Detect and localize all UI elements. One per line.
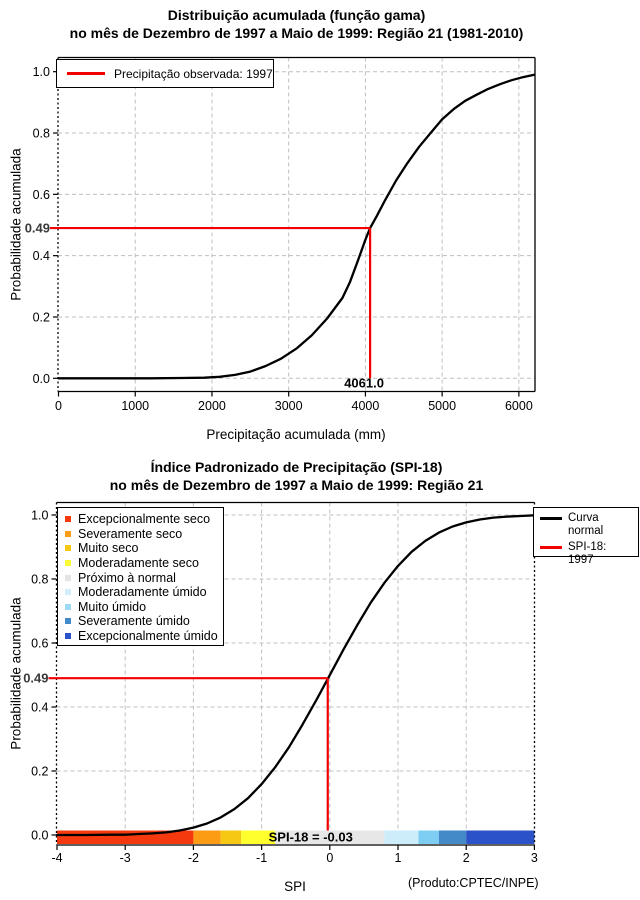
- category-swatch: [65, 618, 71, 625]
- spi-y-axis-label: Probabilidade acumulada: [8, 597, 24, 750]
- category-legend-item: Excepcionalmente úmido: [65, 629, 223, 644]
- category-label: Próximo à normal: [78, 570, 176, 585]
- spi-x-axis-label: SPI: [284, 879, 306, 894]
- probability-annotation: 0.49: [23, 671, 48, 686]
- spi-band-segment: [241, 830, 276, 844]
- gamma-legend: Precipitação observada: 1997: [56, 59, 274, 88]
- x-tick-label: 5000: [428, 399, 456, 413]
- category-label: Excepcionalmente úmido: [78, 629, 218, 644]
- y-tick-label: 0.6: [33, 188, 50, 202]
- category-legend-item: Muito seco: [65, 541, 223, 556]
- category-legend-item: Severamente seco: [65, 527, 223, 542]
- category-label: Moderadamente úmido: [78, 585, 207, 600]
- y-tick-label: 0.0: [33, 372, 50, 386]
- y-tick-label: 0.4: [33, 249, 50, 263]
- gamma-cdf-curve: [57, 73, 536, 380]
- y-tick-label: 0.2: [33, 310, 50, 324]
- observed-line-swatch: [67, 72, 105, 75]
- category-label: Excepcionalmente seco: [78, 512, 211, 527]
- y-tick-label: 0.4: [31, 701, 48, 715]
- x-tick-label: 4000: [352, 399, 380, 413]
- spi-chart-title-line1: Índice Padronizado de Precipitação (SPI-…: [150, 459, 443, 475]
- spi-band-segment: [220, 830, 242, 844]
- value-annotation: 4061.0: [344, 376, 384, 391]
- gamma-chart-title: Distribuição acumulada (função gama) no …: [0, 6, 593, 42]
- category-swatch: [65, 633, 71, 640]
- category-swatch: [65, 574, 71, 581]
- gamma-chart: 0 1000 2000 3000 4000 5000 6000 0.0 0.2 0.4 0.6 0.8…: [25, 56, 536, 413]
- x-tick-label: -4: [51, 851, 62, 865]
- category-label: Severamente seco: [78, 526, 183, 541]
- y-tick-label: 1.0: [31, 509, 48, 523]
- spi-band-segment: [275, 830, 385, 844]
- category-legend-item: Muito úmido: [65, 600, 223, 615]
- category-legend-item: Severamente úmido: [65, 614, 223, 629]
- x-tick-label: 0: [55, 399, 62, 413]
- line-label: Curva normal: [568, 512, 604, 537]
- category-swatch: [65, 545, 71, 552]
- gamma-y-axis-label: Probabilidade acumulada: [8, 148, 24, 301]
- value-annotation: SPI-18 = -0.03: [269, 830, 353, 845]
- category-legend-item: Próximo à normal: [65, 570, 223, 585]
- probability-annotation: 0.49: [25, 221, 50, 236]
- x-tick-label: 1: [395, 851, 402, 865]
- category-label: Severamente úmido: [78, 614, 190, 629]
- spi-chart-title: Índice Padronizado de Precipitação (SPI-…: [0, 458, 593, 494]
- gamma-x-axis-label: Precipitação acumulada (mm): [206, 427, 386, 442]
- y-tick-label: 0.2: [31, 765, 48, 779]
- x-tick-label: -1: [256, 851, 267, 865]
- x-tick-label: 3000: [275, 399, 303, 413]
- line-legend-item: Curva normal: [540, 512, 638, 538]
- line-label: SPI-18: 1997: [568, 541, 607, 566]
- line-swatch: [540, 546, 562, 549]
- spi-band-segment: [438, 830, 467, 844]
- x-tick-label: 3: [531, 851, 538, 865]
- spi-band-segment: [418, 830, 439, 844]
- category-legend-item: Moderadamente úmido: [65, 585, 223, 600]
- observed-line-label: Precipitação observada: 1997: [114, 66, 273, 81]
- spi-band-segment: [466, 830, 535, 844]
- spi-chart-title-line2: no mês de Dezembro de 1997 a Maio de 199…: [109, 477, 484, 493]
- spi-line-legend: Curva normal SPI-18: 1997: [533, 507, 639, 566]
- line-swatch: [540, 517, 562, 520]
- category-swatch: [65, 530, 71, 537]
- spi-category-legend: Excepcionalmente seco Severamente seco Mui…: [57, 507, 224, 646]
- line-legend-item: SPI-18: 1997: [540, 541, 638, 567]
- category-label: Muito úmido: [78, 599, 147, 614]
- category-legend-item: Moderadamente seco: [65, 556, 223, 571]
- category-swatch: [65, 516, 71, 523]
- normal-cdf-curve: [55, 514, 536, 837]
- category-swatch: [65, 589, 71, 596]
- spi-band-segment: [384, 830, 419, 844]
- category-legend-item: Excepcionalmente seco: [65, 512, 223, 527]
- category-label: Muito seco: [78, 541, 139, 556]
- x-tick-label: 6000: [505, 399, 533, 413]
- y-tick-label: 0.0: [31, 829, 48, 843]
- y-tick-label: 1.0: [33, 65, 50, 79]
- x-tick-label: 0: [326, 851, 333, 865]
- gamma-chart-title-line2: no mês de Dezembro de 1997 a Maio de 199…: [69, 25, 524, 41]
- spi-band-segment: [193, 830, 221, 844]
- x-tick-label: 2000: [198, 399, 226, 413]
- category-swatch: [65, 560, 71, 567]
- y-tick-label: 0.8: [31, 573, 48, 587]
- x-tick-label: 1000: [121, 399, 149, 413]
- x-tick-label: -2: [188, 851, 199, 865]
- category-swatch: [65, 603, 71, 610]
- x-tick-label: 2: [463, 851, 470, 865]
- credit-text: (Produto:CPTEC/INPE): [408, 876, 539, 890]
- y-tick-label: 0.6: [31, 637, 48, 651]
- gamma-chart-title-line1: Distribuição acumulada (função gama): [167, 7, 426, 23]
- y-tick-label: 0.8: [33, 127, 50, 141]
- x-tick-label: -3: [120, 851, 131, 865]
- category-label: Moderadamente seco: [78, 556, 199, 571]
- spi-chart: -4 -3 -2 -1 0 1 2 3 0.0 0.2 0.4 0.6 0.8 1.0 0.49 SPI-18…: [23, 501, 538, 865]
